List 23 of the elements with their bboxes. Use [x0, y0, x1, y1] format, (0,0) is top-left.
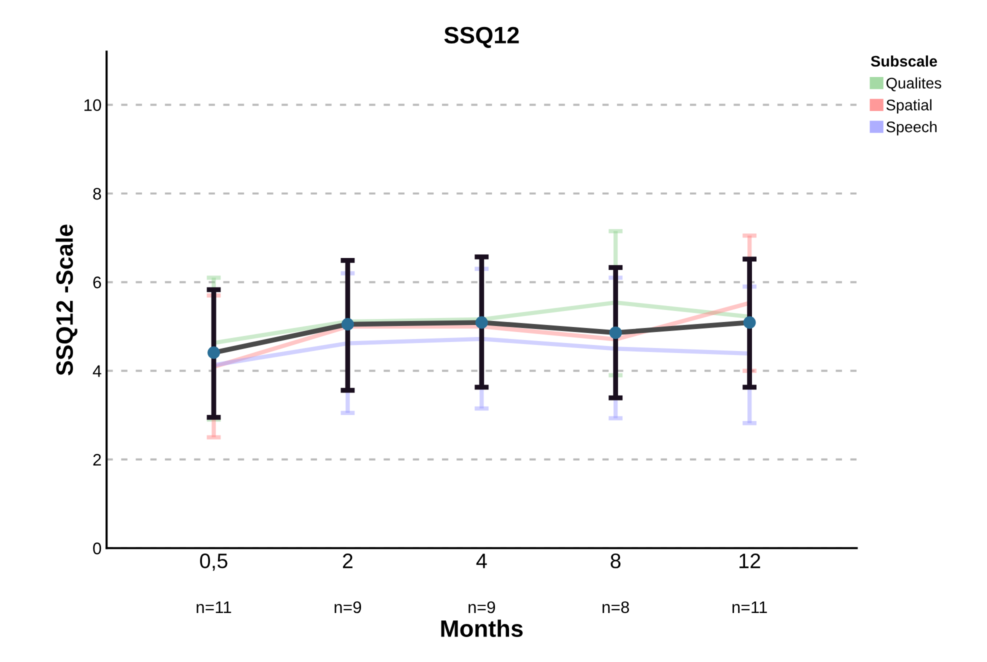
y-tick-label: 0: [93, 542, 102, 554]
y-tick-label: 4: [92, 365, 102, 377]
y-tick-label: 10: [84, 99, 102, 112]
text: n=8: [602, 601, 630, 614]
x-axis-title: Months: [441, 620, 523, 637]
x-tick-label: 0,5: [200, 554, 228, 571]
legend-label: Qualites: [886, 77, 942, 92]
legend-label: Spatial: [886, 99, 932, 114]
text: n=9: [334, 601, 362, 614]
x-tick-label: 4: [476, 554, 487, 568]
y-tick-label: 8: [93, 188, 102, 200]
chart-title: SSQ12: [444, 26, 519, 48]
text: n=11: [196, 602, 232, 613]
text: n=9: [468, 601, 495, 614]
y-tick-label: 2: [93, 454, 101, 466]
x-tick-label: 2: [342, 554, 352, 568]
x-tick-label: 8: [610, 554, 620, 568]
x-tick-label: 12: [740, 554, 760, 568]
y-tick-label: 6: [93, 276, 102, 288]
legend-title: Subscale: [870, 55, 938, 67]
legend-label: Speech: [886, 121, 937, 136]
text: n=11: [732, 602, 767, 613]
y-axis-title: SSQ12 -Scale: [56, 224, 78, 376]
